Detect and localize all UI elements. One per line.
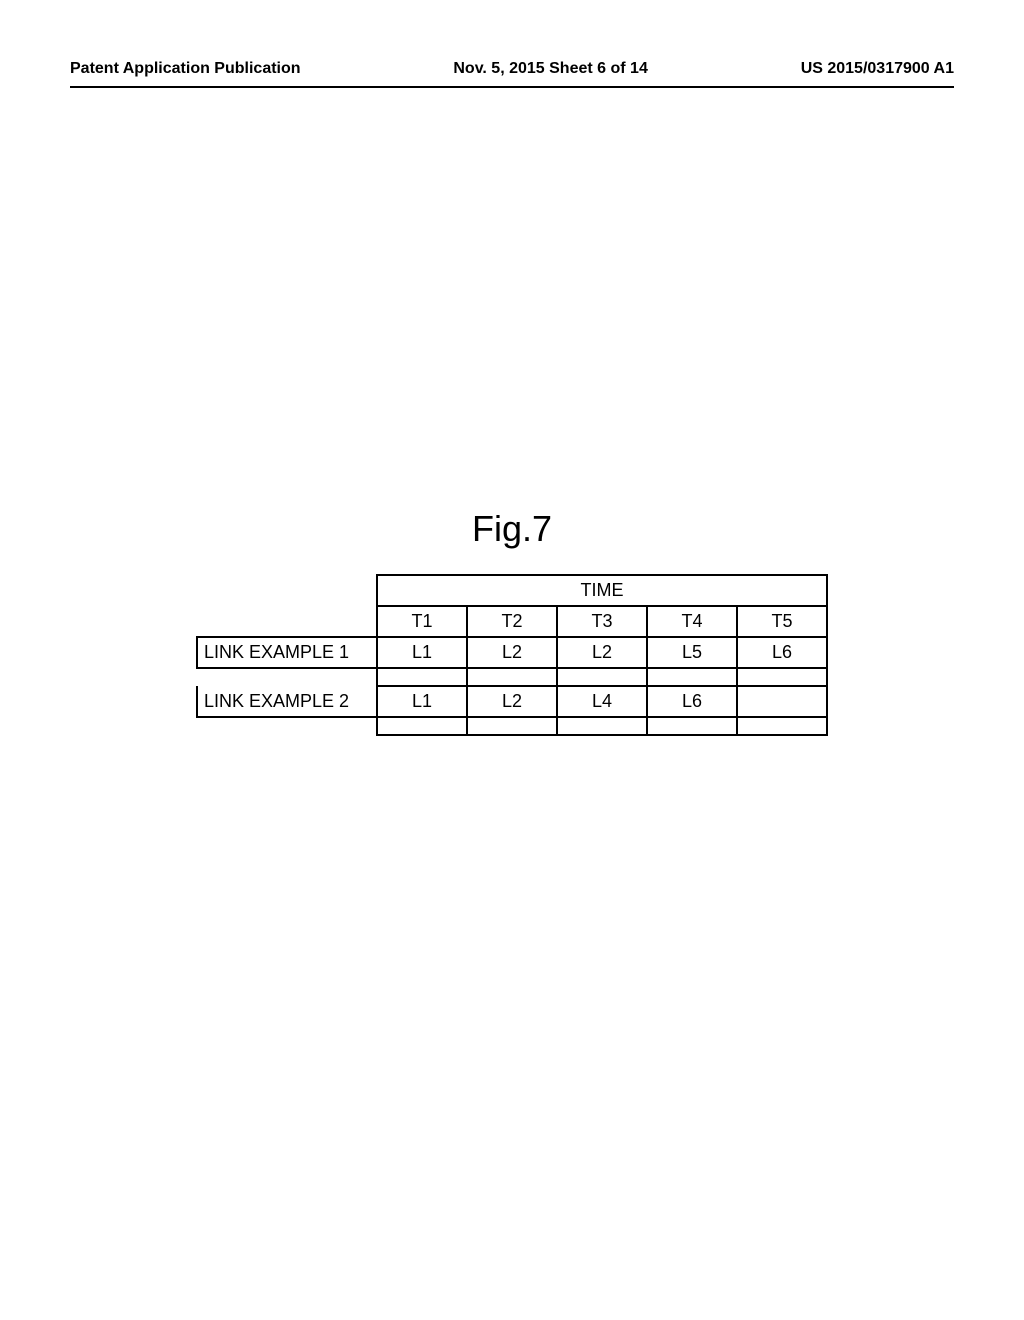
row-label: LINK EXAMPLE 2 [197, 686, 377, 717]
spacer-cell [197, 668, 377, 686]
spacer-cell [467, 668, 557, 686]
header-center: Nov. 5, 2015 Sheet 6 of 14 [453, 60, 647, 78]
figure7-table-wrap: TIME T1 T2 T3 T4 T5 LINK EXAMPLE 1 L1 L2… [70, 574, 954, 736]
rowlabel-blank [197, 575, 377, 606]
time-col: T4 [647, 606, 737, 637]
row-label: LINK EXAMPLE 1 [197, 637, 377, 668]
spacer-cell [647, 717, 737, 735]
table-row: T1 T2 T3 T4 T5 [197, 606, 827, 637]
spacer-cell [467, 717, 557, 735]
table-row: LINK EXAMPLE 2 L1 L2 L4 L6 [197, 686, 827, 717]
spacer-cell [647, 668, 737, 686]
rowlabel-blank [197, 606, 377, 637]
table-row: LINK EXAMPLE 1 L1 L2 L2 L5 L6 [197, 637, 827, 668]
spacer-cell [377, 668, 467, 686]
table-row: TIME [197, 575, 827, 606]
table-row [197, 717, 827, 735]
spacer-cell [737, 668, 827, 686]
spacer-cell [377, 717, 467, 735]
table-cell: L4 [557, 686, 647, 717]
spacer-cell [557, 717, 647, 735]
figure7-table: TIME T1 T2 T3 T4 T5 LINK EXAMPLE 1 L1 L2… [196, 574, 828, 736]
table-cell: L2 [467, 637, 557, 668]
header-left: Patent Application Publication [70, 60, 301, 78]
table-cell: L5 [647, 637, 737, 668]
table-cell: L1 [377, 637, 467, 668]
table-cell: L2 [557, 637, 647, 668]
spacer-cell [737, 717, 827, 735]
time-header: TIME [377, 575, 827, 606]
table-row [197, 668, 827, 686]
page: Patent Application Publication Nov. 5, 2… [0, 0, 1024, 1320]
time-col: T3 [557, 606, 647, 637]
table-cell: L6 [737, 637, 827, 668]
table-cell: L2 [467, 686, 557, 717]
header-rule [70, 86, 954, 88]
table-cell: L6 [647, 686, 737, 717]
table-cell: L1 [377, 686, 467, 717]
time-col: T1 [377, 606, 467, 637]
page-header: Patent Application Publication Nov. 5, 2… [70, 60, 954, 78]
spacer-cell [557, 668, 647, 686]
spacer-cell [197, 717, 377, 735]
time-col: T5 [737, 606, 827, 637]
table-cell [737, 686, 827, 717]
figure-label: Fig.7 [70, 508, 954, 550]
time-col: T2 [467, 606, 557, 637]
header-pubnum: US 2015/0317900 A1 [801, 60, 954, 78]
